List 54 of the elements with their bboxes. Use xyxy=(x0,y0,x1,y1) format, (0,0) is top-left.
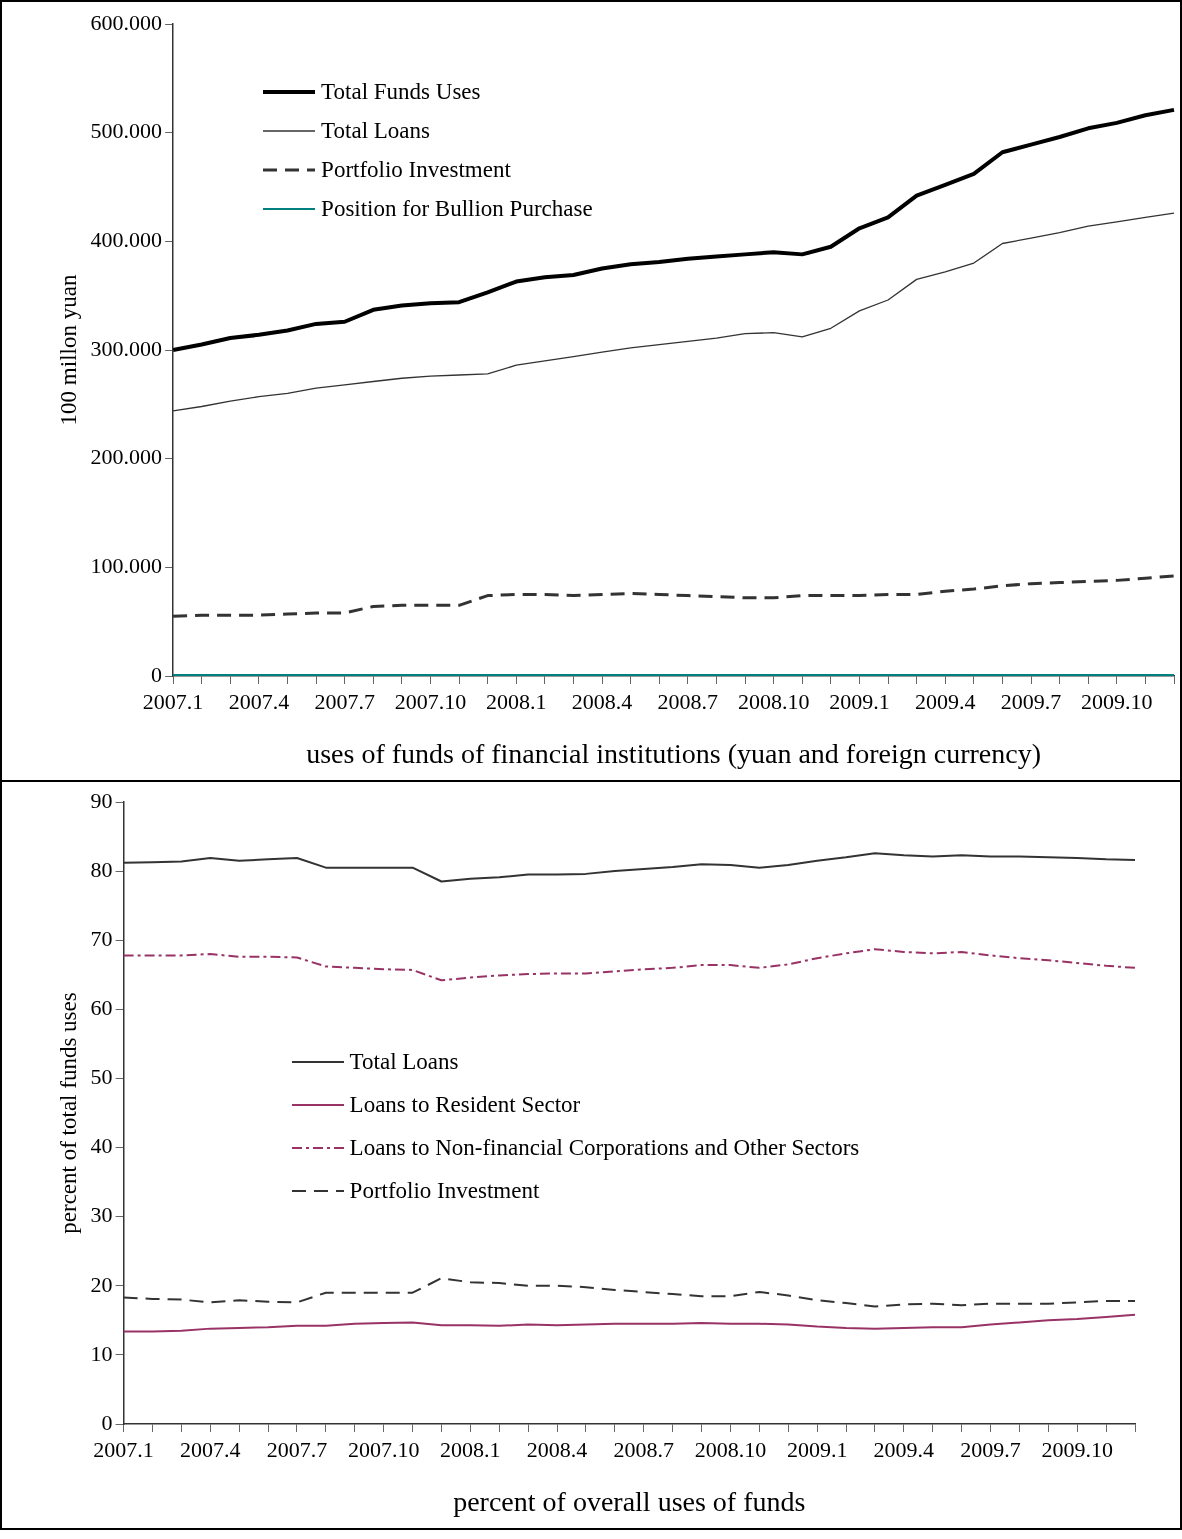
y-tick-label: 300.000 xyxy=(90,335,163,361)
x-tick-label: 2009.10 xyxy=(1081,688,1153,714)
y-tick-label: 0 xyxy=(101,1409,113,1435)
y-tick-label: 200.000 xyxy=(90,444,163,470)
line-series xyxy=(122,948,1136,982)
x-tick-label: 2009.1 xyxy=(829,688,890,714)
y-tick-label: 40 xyxy=(90,1133,113,1159)
y-tick-label: 90 xyxy=(90,787,113,813)
legend-label: Position for Bullion Purchase xyxy=(321,195,593,223)
x-tick-label: 2007.10 xyxy=(347,1436,420,1462)
x-tick-label: 2007.10 xyxy=(394,688,467,714)
x-tick-label: 2009.10 xyxy=(1041,1436,1113,1462)
legend-label: Loans to Non-financial Corporations and Other Sectors xyxy=(349,1134,860,1162)
x-tick-label: 2007.1 xyxy=(142,688,204,714)
x-tick-label: 2007.4 xyxy=(180,1436,241,1462)
y-tick-label: 600.000 xyxy=(90,9,163,35)
y-tick-label: 400.000 xyxy=(90,227,163,253)
y-tick-label: 30 xyxy=(90,1202,113,1228)
legend-label: Total Loans xyxy=(321,117,430,145)
x-tick-label: 2008.10 xyxy=(737,688,810,714)
x-tick-label: 2009.7 xyxy=(960,1436,1021,1462)
y-axis-title: 100 millon yuan xyxy=(55,274,81,426)
x-tick-label: 2009.1 xyxy=(786,1436,848,1462)
legend-label: Total Funds Uses xyxy=(321,78,481,106)
x-tick-label: 2007.4 xyxy=(228,688,290,714)
legend-label: Portfolio Investment xyxy=(349,1177,540,1205)
x-tick-label: 2009.4 xyxy=(873,1436,935,1462)
x-tick-label: 2007.7 xyxy=(266,1436,328,1462)
y-tick-label: 10 xyxy=(90,1340,113,1366)
legend-label: Total Loans xyxy=(349,1048,459,1076)
y-tick-label: 100.000 xyxy=(90,553,163,579)
legend-label: Portfolio Investment xyxy=(321,156,511,184)
x-tick-label: 2008.4 xyxy=(571,688,633,714)
x-tick-label: 2009.7 xyxy=(1000,688,1062,714)
y-tick-label: 80 xyxy=(90,856,113,882)
y-axis-title: percent of total funds uses xyxy=(55,992,81,1234)
x-tick-label: 2008.7 xyxy=(657,688,719,714)
x-tick-label: 2008.1 xyxy=(486,688,547,714)
y-tick-label: 500.000 xyxy=(90,118,163,144)
y-tick-label: 20 xyxy=(90,1271,113,1297)
legend-label: Loans to Resident Sector xyxy=(349,1091,581,1119)
x-tick-label: 2008.10 xyxy=(694,1436,767,1462)
x-tick-label: 2007.1 xyxy=(93,1436,154,1462)
y-tick-label: 70 xyxy=(90,926,113,951)
y-tick-label: 50 xyxy=(90,1064,113,1090)
y-tick-label: 60 xyxy=(90,995,113,1021)
x-axis-title: percent of overall uses of funds xyxy=(453,1485,806,1517)
x-tick-label: 2008.1 xyxy=(440,1436,501,1462)
x-tick-label: 2007.7 xyxy=(314,688,375,714)
x-axis-title: uses of funds of financial institutions (yuan and foreign currency) xyxy=(306,737,1041,769)
x-tick-label: 2008.4 xyxy=(526,1436,588,1462)
x-tick-label: 2009.4 xyxy=(914,688,976,714)
y-tick-label: 0 xyxy=(151,661,163,687)
x-tick-label: 2008.7 xyxy=(613,1436,674,1462)
